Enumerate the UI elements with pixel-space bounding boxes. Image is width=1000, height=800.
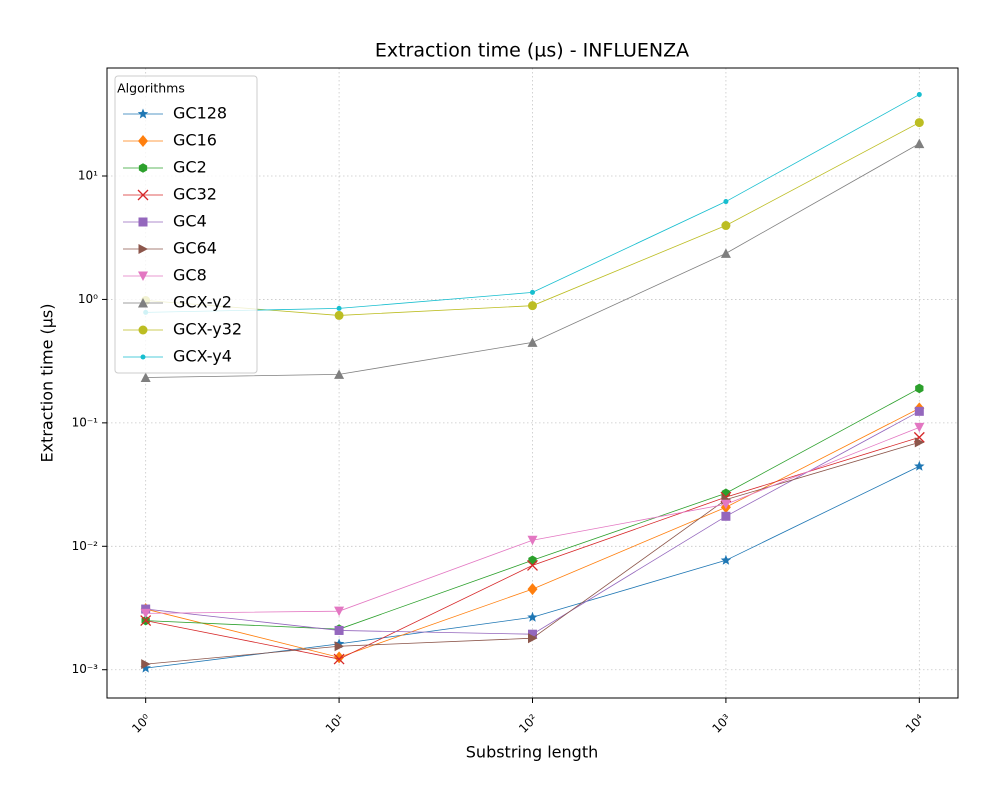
y-axis-label: Extraction time (µs) <box>38 304 57 463</box>
legend-marker <box>138 217 148 227</box>
series-line <box>145 122 920 316</box>
legend-label: GC16 <box>173 131 217 150</box>
marker <box>140 372 151 383</box>
marker <box>141 659 151 670</box>
y-tick-label: 10⁻³ <box>72 662 99 676</box>
marker <box>721 221 731 231</box>
legend-marker <box>138 271 148 281</box>
legend-title: Algorithms <box>117 81 185 96</box>
marker <box>720 248 731 258</box>
legend-label: GCX-y4 <box>173 347 232 366</box>
legend-label: GC32 <box>173 185 217 204</box>
legend-marker <box>138 244 148 254</box>
legend-label: GC8 <box>173 266 207 285</box>
marker <box>334 606 345 617</box>
marker <box>333 638 345 649</box>
marker <box>529 289 535 295</box>
legend-marker <box>137 108 149 119</box>
legend-label: GC4 <box>173 212 207 231</box>
marker <box>140 662 151 673</box>
plot-frame <box>106 67 959 699</box>
marker <box>720 499 731 510</box>
legend-marker <box>138 163 148 173</box>
legend-marker <box>138 325 148 335</box>
x-axis-label: Substring length <box>466 743 598 762</box>
marker <box>720 554 732 565</box>
y-tick-label: 10¹ <box>78 169 98 183</box>
marker <box>721 511 731 521</box>
marker <box>334 369 345 379</box>
series-line <box>145 94 920 313</box>
marker <box>915 383 924 394</box>
x-tick-label: 10² <box>516 711 540 735</box>
marker <box>334 625 344 635</box>
marker <box>527 559 538 571</box>
marker <box>916 92 922 98</box>
marker <box>336 305 342 311</box>
legend-label: GCX-y32 <box>173 320 242 339</box>
marker <box>914 118 924 128</box>
marker <box>527 611 538 622</box>
marker <box>914 138 925 149</box>
marker <box>140 608 151 619</box>
marker <box>527 629 537 639</box>
legend-marker <box>137 189 149 201</box>
legend-label: GC2 <box>173 158 207 177</box>
marker <box>334 310 344 320</box>
x-tick-label: 10¹ <box>323 711 347 735</box>
legend: Algorithms GC128 GC16 GC2 GC32 GC4 GC64 GC8 GCX-… <box>114 75 258 374</box>
x-tick-label: 10³ <box>709 711 733 735</box>
marker <box>527 301 537 311</box>
x-tick-label: 10⁴ <box>903 711 927 735</box>
marker <box>333 653 345 665</box>
x-tick-label: 10⁰ <box>129 711 153 735</box>
marker <box>914 422 925 433</box>
marker <box>527 583 538 596</box>
legend-label: GC128 <box>173 104 227 123</box>
marker <box>528 555 537 566</box>
legend-label: GC64 <box>173 239 217 258</box>
chart-title: Extraction time (µs) - INFLUENZA <box>375 40 689 62</box>
marker <box>723 199 729 205</box>
legend-marker <box>138 135 148 147</box>
legend-marker <box>138 298 148 308</box>
marker <box>140 615 152 627</box>
y-tick-label: 10⁻¹ <box>72 415 99 429</box>
marker <box>334 641 345 652</box>
marker <box>527 337 538 347</box>
legend-label: GCX-y2 <box>173 293 232 312</box>
marker <box>914 437 925 448</box>
legend-box <box>114 75 258 374</box>
marker <box>914 460 925 471</box>
marker <box>527 535 538 546</box>
marker <box>334 651 345 664</box>
marker <box>914 406 924 416</box>
y-tick-label: 10⁰ <box>78 292 98 306</box>
marker <box>527 633 538 644</box>
y-tick-label: 10⁻² <box>72 539 99 553</box>
legend-marker <box>140 354 146 360</box>
